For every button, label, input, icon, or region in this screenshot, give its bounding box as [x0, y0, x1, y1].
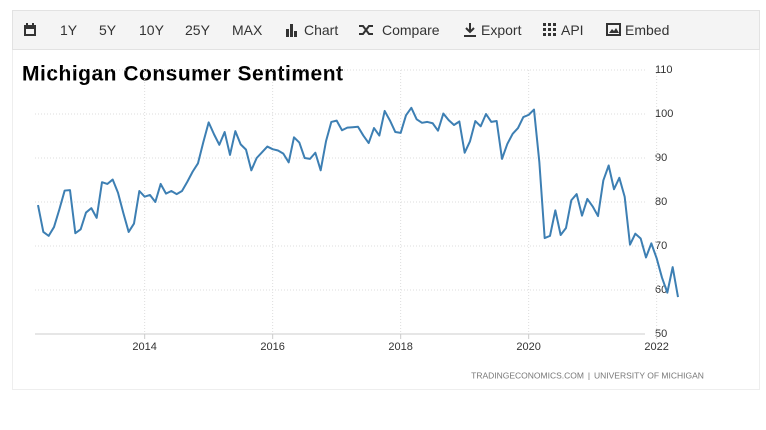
- range-10y[interactable]: 10Y: [139, 22, 164, 38]
- x-tick-label: 2014: [132, 341, 156, 353]
- range-1y[interactable]: 1Y: [60, 22, 78, 38]
- compare-icon: [359, 25, 373, 35]
- line: [37, 106, 679, 298]
- api-icon: [543, 23, 556, 36]
- embed-icon: [606, 23, 621, 36]
- y-tick-label: 80: [655, 196, 667, 208]
- range-max[interactable]: MAX: [232, 22, 263, 38]
- api-button[interactable]: API: [561, 22, 584, 38]
- compare-button[interactable]: Compare: [382, 22, 440, 38]
- y-tick-label: 110: [655, 64, 673, 76]
- export-icon: [464, 23, 476, 37]
- chart-button[interactable]: Chart: [304, 22, 339, 38]
- separator: |: [588, 370, 590, 380]
- export-button[interactable]: Export: [481, 22, 522, 38]
- y-tick-label: 90: [655, 152, 667, 164]
- source: UNIVERSITY OF MICHIGAN: [594, 370, 704, 380]
- y-tick-label: 50: [655, 328, 667, 340]
- x-tick-label: 2020: [516, 341, 540, 353]
- chart-title: Michigan Consumer Sentiment: [22, 63, 344, 86]
- source: TRADINGECONOMICS.COM: [471, 370, 584, 380]
- toolbar: 1Y 5Y 10Y 25Y MAX Chart Compare Export A…: [12, 10, 760, 50]
- x-tick-label: 2016: [260, 341, 284, 353]
- chart-box: [12, 50, 760, 390]
- chart-icon: [286, 24, 297, 37]
- range-5y[interactable]: 5Y: [99, 22, 117, 38]
- y-tick-label: 60: [655, 284, 667, 296]
- x-tick-label: 2018: [388, 341, 412, 353]
- y-tick-label: 100: [655, 108, 673, 120]
- range-25y[interactable]: 25Y: [185, 22, 210, 38]
- calendar-icon[interactable]: [23, 23, 37, 37]
- embed-button[interactable]: Embed: [625, 22, 670, 38]
- y-tick-label: 70: [655, 240, 667, 252]
- x-tick-label: 2022: [644, 341, 668, 353]
